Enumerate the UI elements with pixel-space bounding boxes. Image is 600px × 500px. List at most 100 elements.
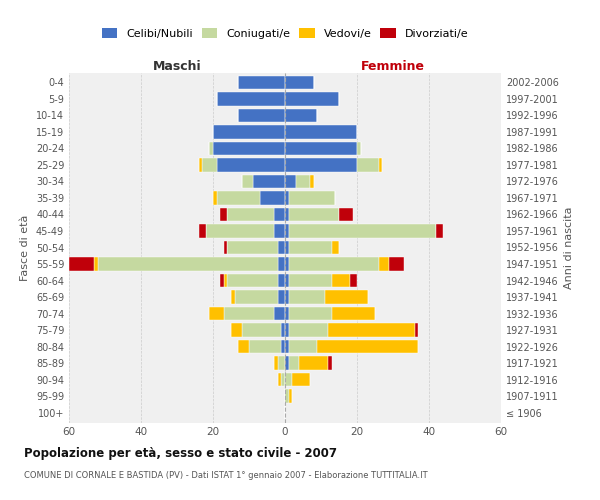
Bar [379, 257, 389, 271]
Bar [289, 257, 379, 271]
Text: Maschi: Maschi [152, 60, 202, 72]
Bar [436, 224, 443, 238]
Bar [285, 76, 314, 89]
Bar [285, 158, 357, 172]
Bar [209, 307, 224, 320]
Bar [217, 191, 260, 204]
Bar [285, 307, 289, 320]
Bar [296, 174, 310, 188]
Bar [231, 290, 235, 304]
Bar [292, 373, 310, 386]
Y-axis label: Fasce di età: Fasce di età [20, 214, 30, 280]
Bar [332, 274, 350, 287]
Bar [238, 76, 285, 89]
Bar [389, 257, 404, 271]
Bar [69, 257, 94, 271]
Bar [278, 356, 285, 370]
Bar [98, 257, 278, 271]
Bar [299, 356, 328, 370]
Bar [224, 240, 227, 254]
Text: COMUNE DI CORNALE E BASTIDA (PV) - Dati ISTAT 1° gennaio 2007 - Elaborazione TUT: COMUNE DI CORNALE E BASTIDA (PV) - Dati … [24, 471, 428, 480]
Bar [289, 191, 335, 204]
Bar [224, 274, 227, 287]
Bar [328, 356, 332, 370]
Bar [278, 257, 285, 271]
Bar [278, 290, 285, 304]
Bar [242, 324, 281, 337]
Bar [357, 142, 361, 155]
Bar [325, 290, 368, 304]
Bar [310, 174, 314, 188]
Legend: Celibi/Nubili, Coniugati/e, Vedovi/e, Divorziati/e: Celibi/Nubili, Coniugati/e, Vedovi/e, Di… [97, 24, 473, 44]
Bar [278, 240, 285, 254]
Bar [238, 340, 249, 353]
Bar [209, 142, 213, 155]
Bar [285, 274, 289, 287]
Bar [274, 208, 285, 221]
Bar [289, 356, 299, 370]
Bar [285, 191, 289, 204]
Bar [289, 307, 332, 320]
Bar [285, 108, 317, 122]
Bar [289, 274, 332, 287]
Bar [278, 274, 285, 287]
Bar [289, 208, 339, 221]
Bar [285, 356, 289, 370]
Bar [289, 224, 436, 238]
Bar [238, 108, 285, 122]
Y-axis label: Anni di nascita: Anni di nascita [564, 206, 574, 288]
Bar [199, 224, 206, 238]
Bar [289, 240, 332, 254]
Bar [285, 224, 289, 238]
Bar [235, 290, 278, 304]
Bar [285, 174, 296, 188]
Bar [242, 174, 253, 188]
Bar [231, 324, 242, 337]
Bar [285, 324, 289, 337]
Bar [227, 240, 278, 254]
Bar [253, 174, 285, 188]
Bar [328, 324, 415, 337]
Bar [217, 92, 285, 106]
Bar [285, 373, 292, 386]
Bar [281, 373, 285, 386]
Bar [285, 290, 289, 304]
Bar [357, 158, 379, 172]
Bar [260, 191, 285, 204]
Bar [274, 356, 278, 370]
Bar [94, 257, 98, 271]
Bar [224, 307, 274, 320]
Bar [281, 324, 285, 337]
Bar [285, 240, 289, 254]
Bar [285, 257, 289, 271]
Bar [274, 307, 285, 320]
Bar [202, 158, 217, 172]
Bar [285, 142, 357, 155]
Bar [285, 208, 289, 221]
Bar [227, 274, 278, 287]
Bar [281, 340, 285, 353]
Bar [213, 142, 285, 155]
Text: Femmine: Femmine [361, 60, 425, 72]
Bar [249, 340, 281, 353]
Bar [289, 290, 325, 304]
Bar [220, 274, 224, 287]
Bar [213, 191, 217, 204]
Bar [289, 340, 317, 353]
Bar [274, 224, 285, 238]
Bar [285, 92, 339, 106]
Bar [206, 224, 274, 238]
Bar [289, 390, 292, 403]
Bar [285, 390, 289, 403]
Bar [379, 158, 382, 172]
Bar [332, 307, 375, 320]
Bar [213, 125, 285, 138]
Bar [332, 240, 339, 254]
Bar [227, 208, 274, 221]
Bar [289, 324, 328, 337]
Bar [217, 158, 285, 172]
Bar [199, 158, 202, 172]
Bar [415, 324, 418, 337]
Bar [285, 340, 289, 353]
Text: Popolazione per età, sesso e stato civile - 2007: Popolazione per età, sesso e stato civil… [24, 448, 337, 460]
